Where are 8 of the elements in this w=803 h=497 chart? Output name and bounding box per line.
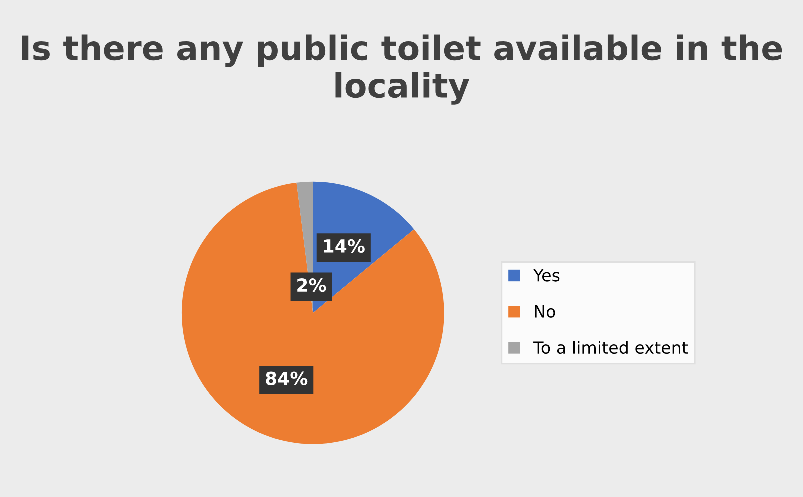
legend-label: Yes xyxy=(534,269,560,282)
pie-slice xyxy=(182,182,444,444)
data-label: 2% xyxy=(298,278,326,292)
data-label: 84% xyxy=(266,372,308,386)
legend-label: No xyxy=(535,306,556,318)
legend-label: To a limited extent xyxy=(534,341,688,354)
data-label: 14% xyxy=(324,239,365,254)
chart-title: Is there any public toilet available in the locality xyxy=(22,34,782,105)
